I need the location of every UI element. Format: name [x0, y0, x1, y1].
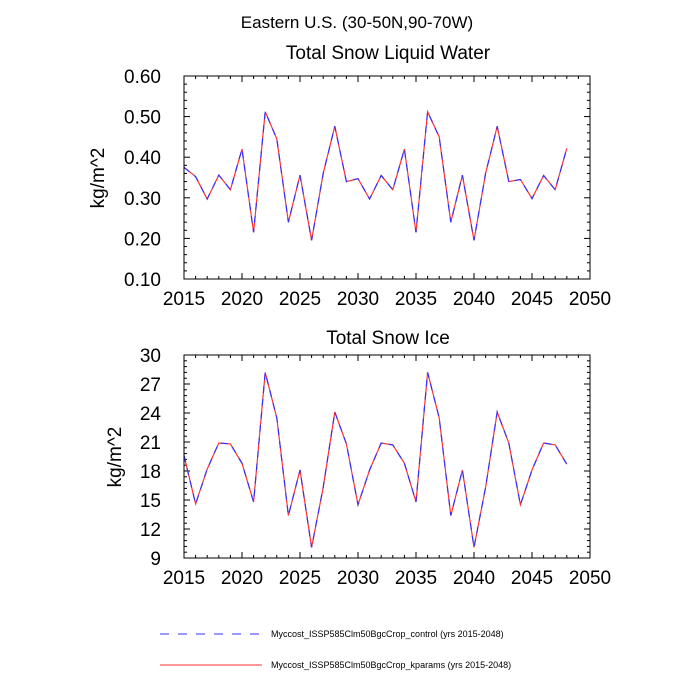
- x-tick-label: 2030: [337, 568, 379, 589]
- y-tick-label: 15: [140, 491, 161, 512]
- chart-title: Total Snow Ice: [326, 328, 450, 349]
- legend: Myccost_ISSP585Clm50BgcCrop_control (yrs…: [160, 629, 511, 670]
- y-tick-label: 0.10: [124, 270, 161, 291]
- x-tick-label: 2045: [511, 568, 553, 589]
- y-tick-label: 21: [140, 433, 161, 454]
- x-tick-label: 2030: [337, 289, 379, 310]
- x-tick-label: 2050: [569, 289, 611, 310]
- x-tick-label: 2015: [163, 568, 205, 589]
- y-tick-label: 27: [140, 375, 161, 396]
- x-tick-label: 2025: [279, 568, 321, 589]
- chart-title: Total Snow Liquid Water: [286, 43, 491, 64]
- x-tick-label: 2040: [453, 568, 495, 589]
- y-tick-label: 30: [140, 346, 161, 367]
- y-axis-label: kg/m^2: [88, 148, 109, 209]
- x-tick-label: 2025: [279, 289, 321, 310]
- x-tick-label: 2035: [395, 289, 437, 310]
- y-tick-label: 18: [140, 462, 161, 483]
- y-tick-label: 24: [140, 404, 162, 425]
- y-tick-label: 0.60: [124, 67, 161, 88]
- x-tick-label: 2050: [569, 568, 611, 589]
- panel-total-snow-ice: Total Snow Ice kg/m^2 2015 2020 2025 2030 20…: [105, 328, 611, 589]
- panel-total-snow-liquid-water: Total Snow Liquid Water kg/m^2 2015 2020 2…: [88, 43, 611, 310]
- x-tick-label: 2035: [395, 568, 437, 589]
- y-tick-label: 0.40: [124, 148, 161, 169]
- x-tick-label: 2020: [221, 568, 263, 589]
- plot-frame: [183, 354, 591, 559]
- x-tick-label: 2015: [163, 289, 205, 310]
- y-tick-label: 0.30: [124, 189, 161, 210]
- y-tick-label: 9: [150, 549, 161, 570]
- y-tick-label: 0.50: [124, 108, 161, 129]
- legend-label-control: Myccost_ISSP585Clm50BgcCrop_control (yrs…: [271, 629, 504, 639]
- plot-frame: [183, 75, 591, 280]
- series-line-control: [183, 372, 568, 548]
- y-tick-label: 0.20: [124, 229, 161, 250]
- legend-label-kparams: Myccost_ISSP585Clm50BgcCrop_kparams (yrs…: [271, 660, 511, 670]
- y-axis-label: kg/m^2: [105, 427, 126, 488]
- x-tick-label: 2045: [511, 289, 553, 310]
- figure-title: Eastern U.S. (30-50N,90-70W): [241, 13, 473, 32]
- series-line-control: [183, 109, 568, 241]
- x-tick-label: 2020: [221, 289, 263, 310]
- y-tick-label: 12: [140, 520, 161, 541]
- x-tick-label: 2040: [453, 289, 495, 310]
